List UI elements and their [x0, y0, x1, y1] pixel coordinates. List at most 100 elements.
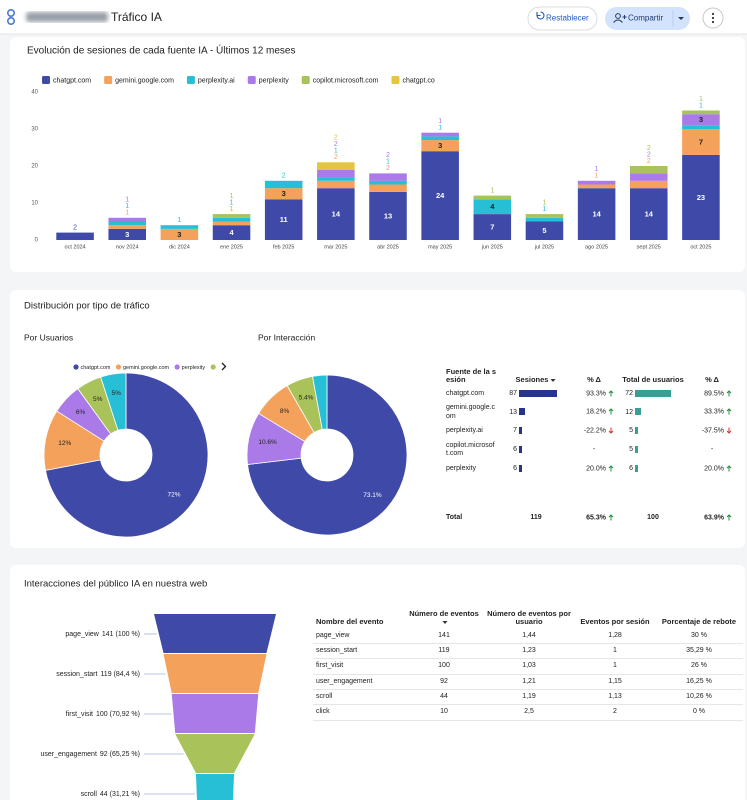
- cell-text: 119: [530, 514, 542, 522]
- bar-segment: [212, 221, 251, 226]
- x-tick-label: dic 2024: [169, 244, 190, 250]
- down-icon: [608, 427, 614, 434]
- data-label: 1: [230, 193, 234, 200]
- cell-text: 6: [629, 464, 633, 472]
- cell-text: 33.3%: [704, 408, 724, 416]
- legend-swatch: [301, 76, 310, 84]
- x-tick-label: jun 2025: [481, 244, 503, 250]
- more-menu[interactable]: [702, 7, 724, 29]
- legend-swatch: [186, 76, 195, 84]
- funnel-segment: [163, 654, 267, 693]
- bar-segment: [525, 221, 564, 240]
- data-label: 1: [699, 102, 703, 109]
- bar-segment: [369, 184, 407, 192]
- column-header: Porcentaje de rebote: [655, 608, 743, 629]
- source-table: Fuente de la sesión Sesiones % Δ Total de u…: [443, 366, 735, 526]
- funnel-segment: [171, 694, 259, 733]
- data-label: 14: [592, 210, 601, 219]
- up-icon: [608, 514, 614, 521]
- bar-segment: [212, 214, 251, 218]
- reset-button[interactable]: Restablecer: [527, 6, 598, 31]
- cell: -37.5%: [689, 424, 735, 439]
- x-tick-label: nov 2024: [116, 244, 139, 250]
- table-row: copilot.microsoft.com 6 - 5 -: [443, 439, 735, 462]
- cell: 100: [405, 658, 483, 675]
- cell: 2,5: [483, 704, 575, 721]
- funnel-label: scroll 44 (31,21 %): [81, 791, 140, 798]
- table-row: scroll 44 1,19 1,13 10,26 %: [313, 689, 743, 706]
- table-bar: [635, 464, 638, 472]
- cell-text: 12: [625, 408, 633, 416]
- bar-segment: [317, 180, 355, 189]
- table-bar: [635, 427, 638, 435]
- cell: 20.0%: [689, 462, 735, 477]
- column-header: Nombre del evento: [313, 608, 405, 629]
- bar-segment: [421, 132, 459, 137]
- x-tick-label: feb 2025: [273, 244, 294, 250]
- bar-segment: [317, 177, 355, 181]
- funnel-segment: [154, 614, 276, 653]
- cell: chatgpt.com: [446, 389, 485, 397]
- cell: 0 %: [655, 704, 743, 721]
- cell-text: 5: [629, 446, 633, 454]
- share-label[interactable]: Compartir: [628, 14, 663, 23]
- cell: 1,28: [575, 628, 655, 644]
- cell: 10: [405, 704, 483, 721]
- data-label: 8%: [280, 408, 290, 415]
- data-label: 1: [595, 173, 599, 180]
- x-tick-label: abr 2025: [377, 244, 399, 250]
- share-button[interactable]: Compartir: [605, 7, 690, 30]
- x-tick-label: may 2025: [428, 244, 452, 250]
- cell-text: 100: [647, 514, 659, 522]
- section-title: Interacciones del público IA en nuestra …: [24, 579, 207, 590]
- cell: -: [689, 439, 735, 462]
- bar-segment: [108, 225, 147, 229]
- cell: 10,26 %: [655, 689, 743, 706]
- data-label: 2: [282, 173, 286, 180]
- reset-label[interactable]: Restablecer: [546, 14, 589, 23]
- data-label: 2: [386, 152, 390, 159]
- cell: 26 %: [655, 658, 743, 675]
- cell: 63.9%: [689, 476, 735, 526]
- data-label: 3: [177, 230, 181, 239]
- data-label: 1: [230, 199, 234, 206]
- legend-label: chatgpt.com: [53, 77, 91, 84]
- data-label: 12%: [58, 440, 71, 447]
- data-label: 72%: [168, 491, 181, 498]
- data-label: 4: [229, 228, 234, 237]
- cell: user_engagement: [313, 674, 405, 691]
- column-header-text: Fuente de la sesión: [446, 367, 497, 385]
- data-label: 1: [699, 96, 703, 103]
- cell-text: 20.0%: [704, 464, 724, 472]
- bar-segment: [160, 225, 199, 229]
- legend-swatch: [104, 76, 113, 84]
- bar-segment: [577, 188, 616, 240]
- funnel-label: session_start 119 (84,4 %): [56, 671, 140, 678]
- table-row: session_start 119 1,23 1 35,29 %: [313, 643, 743, 660]
- data-label: 1: [438, 118, 442, 125]
- legend-next[interactable]: [221, 362, 227, 371]
- y-tick-label: 0: [35, 238, 39, 244]
- events-table: Nombre del evento Número de eventos Número…: [313, 608, 743, 721]
- cell-text: 65.3%: [586, 514, 606, 522]
- legend-swatch: [247, 76, 256, 84]
- cell: 87: [501, 387, 571, 402]
- cell: 6: [501, 462, 571, 477]
- funnel-label: user_engagement 92 (65,25 %): [40, 751, 140, 758]
- column-header-text: Porcentaje de rebote: [661, 617, 737, 627]
- bar-segment: [264, 199, 303, 240]
- data-label: 24: [436, 191, 445, 200]
- data-label: 1: [125, 203, 129, 210]
- cell-text: -37.5%: [701, 427, 724, 435]
- funnel-value: 92 (65,25 %): [100, 751, 140, 758]
- cell: copilot.microsoft.com: [446, 441, 495, 458]
- funnel-value: 44 (31,21 %): [100, 791, 140, 798]
- cell: 1,13: [575, 689, 655, 706]
- table-bar: [519, 408, 525, 416]
- data-label: 1: [334, 148, 338, 155]
- down-icon: [726, 427, 732, 434]
- cell-text: 18.2%: [586, 408, 606, 416]
- funnel-category: page_view: [65, 631, 99, 638]
- legend-label: chatgpt.co: [402, 77, 434, 84]
